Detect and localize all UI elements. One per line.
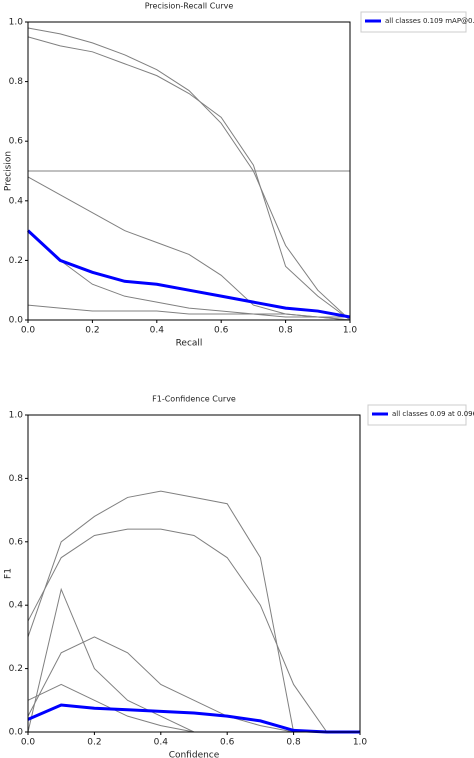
y-tick-label: 0.4 bbox=[9, 196, 24, 206]
y-tick-label: 0.8 bbox=[9, 77, 24, 87]
y-tick-label: 0.8 bbox=[9, 474, 24, 484]
y-tick-label: 0.6 bbox=[9, 537, 24, 547]
x-tick-label: 0.2 bbox=[85, 326, 99, 336]
x-tick-label: 0.6 bbox=[214, 326, 229, 336]
x-tick-label: 1.0 bbox=[343, 326, 358, 336]
y-axis-label: Precision bbox=[4, 151, 14, 191]
x-tick-label: 0.4 bbox=[154, 738, 169, 748]
y-tick-label: 1.0 bbox=[9, 411, 24, 421]
curve bbox=[27, 587, 360, 733]
plot-frame bbox=[27, 21, 351, 321]
curve bbox=[27, 703, 360, 734]
curve bbox=[27, 230, 351, 321]
y-tick-label: 0.0 bbox=[9, 728, 24, 738]
curve bbox=[27, 490, 360, 733]
x-tick-label: 0.0 bbox=[21, 738, 36, 748]
chart-title: F1-Confidence Curve bbox=[152, 395, 236, 404]
curve bbox=[27, 176, 351, 321]
y-tick-label: 0.4 bbox=[9, 601, 24, 611]
curve bbox=[27, 636, 360, 733]
x-axis-label: Confidence bbox=[169, 751, 220, 758]
x-tick-label: 0.8 bbox=[286, 738, 301, 748]
y-tick-label: 0.6 bbox=[9, 137, 24, 147]
x-tick-label: 0.4 bbox=[150, 326, 165, 336]
y-tick-label: 0.0 bbox=[9, 316, 24, 326]
x-axis-label: Recall bbox=[176, 339, 203, 349]
curve bbox=[26, 229, 351, 319]
x-tick-label: 0.0 bbox=[21, 326, 36, 336]
legend-box bbox=[360, 11, 467, 33]
curve bbox=[27, 36, 351, 321]
legend-box bbox=[367, 404, 467, 426]
curve bbox=[27, 304, 350, 318]
y-tick-label: 1.0 bbox=[9, 18, 24, 28]
y-tick-label: 0.2 bbox=[9, 256, 23, 266]
y-tick-label: 0.2 bbox=[9, 664, 23, 674]
chart-title: Precision-Recall Curve bbox=[145, 2, 234, 11]
x-tick-label: 0.2 bbox=[87, 738, 101, 748]
x-tick-label: 0.6 bbox=[220, 738, 235, 748]
curve bbox=[27, 27, 351, 321]
legend-label: all classes 0.109 mAP@0.5 bbox=[385, 17, 474, 25]
legend-label: all classes 0.09 at 0.096 bbox=[392, 410, 474, 418]
y-axis-label: F1 bbox=[4, 568, 14, 579]
x-tick-label: 0.8 bbox=[278, 326, 293, 336]
plot-frame bbox=[27, 414, 361, 733]
curve bbox=[27, 528, 360, 733]
x-tick-label: 1.0 bbox=[353, 738, 368, 748]
